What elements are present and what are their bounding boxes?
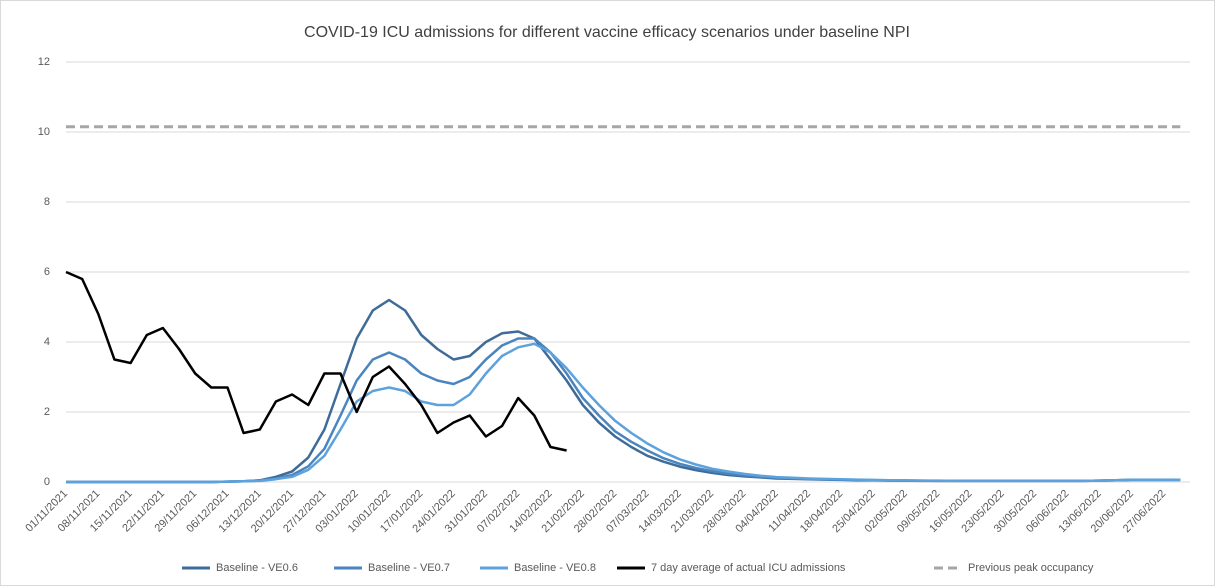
y-tick-label: 12 <box>38 56 50 68</box>
y-tick-label: 10 <box>38 126 50 138</box>
series-line <box>66 342 1181 484</box>
legend-label: Baseline - VE0.7 <box>368 562 450 574</box>
chart-title: COVID-19 ICU admissions for different va… <box>304 24 910 41</box>
y-tick-label: 0 <box>44 476 50 488</box>
legend-label: Baseline - VE0.8 <box>514 562 596 574</box>
y-tick-label: 8 <box>44 196 50 208</box>
y-tick-label: 2 <box>44 406 50 418</box>
y-tick-label: 6 <box>44 266 50 278</box>
legend-label: Previous peak occupancy <box>968 562 1094 574</box>
series-line <box>65 270 567 452</box>
legend-label: Baseline - VE0.6 <box>216 562 298 574</box>
y-tick-label: 4 <box>44 336 50 348</box>
legend-label: 7 day average of actual ICU admissions <box>651 562 846 574</box>
